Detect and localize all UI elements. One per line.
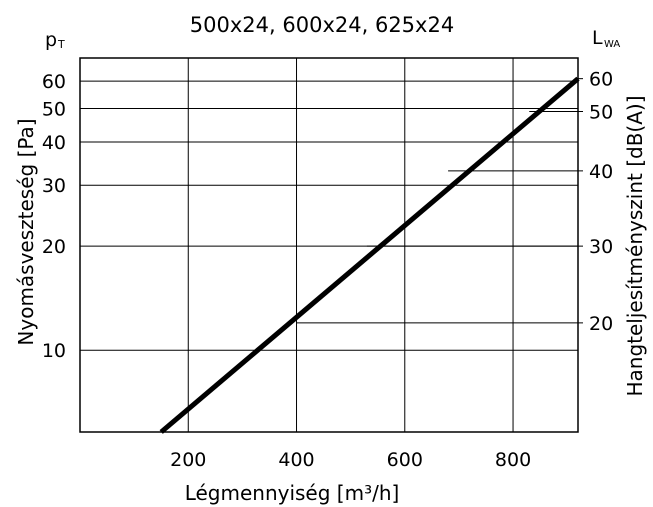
x-tick-label: 800 — [495, 449, 531, 471]
x-tick-label: 200 — [170, 449, 206, 471]
series-layer — [159, 76, 580, 434]
y2-tick-label: 40 — [589, 161, 613, 183]
y-tick-labels: 10 20 30 40 50 60 — [42, 71, 66, 362]
y-axis-label: Nyomásveszteség [Pa] — [14, 118, 38, 345]
y-axis-symbol-main: p — [45, 29, 57, 51]
y2-axis-symbol: L WA — [592, 27, 620, 50]
x-tick-label: 400 — [278, 449, 314, 471]
y-tick-label: 50 — [42, 99, 66, 121]
y-axis-symbol: p T — [45, 29, 65, 51]
y2-tick-labels: 20 30 40 50 60 — [589, 69, 613, 335]
y2-axis-symbol-main: L — [592, 27, 603, 49]
y-tick-label: 60 — [42, 71, 66, 93]
sound-level-guides — [296, 78, 583, 324]
y2-tick-label: 30 — [589, 236, 613, 258]
y2-axis-label: Hangteljesítményszint [dB(A)] — [623, 95, 647, 396]
x-tick-label: 600 — [387, 449, 423, 471]
chart-title: 500x24, 600x24, 625x24 — [190, 13, 454, 37]
y-tick-label: 10 — [42, 340, 66, 362]
y-axis-symbol-sub: T — [57, 38, 65, 51]
y-tick-label: 30 — [42, 175, 66, 197]
y2-axis-symbol-sub: WA — [604, 39, 620, 50]
y2-tick-label: 60 — [589, 69, 613, 91]
x-axis-label: Légmennyiség [m³/h] — [185, 481, 400, 505]
grid-lines — [80, 58, 578, 432]
y-tick-label: 20 — [42, 236, 66, 258]
y-tick-label: 40 — [42, 132, 66, 154]
y2-tick-label: 50 — [589, 102, 613, 124]
y2-tick-label: 20 — [589, 313, 613, 335]
pressure-curve — [159, 76, 580, 434]
plot-frame — [79, 57, 579, 433]
x-tick-labels: 200 400 600 800 — [170, 449, 531, 471]
